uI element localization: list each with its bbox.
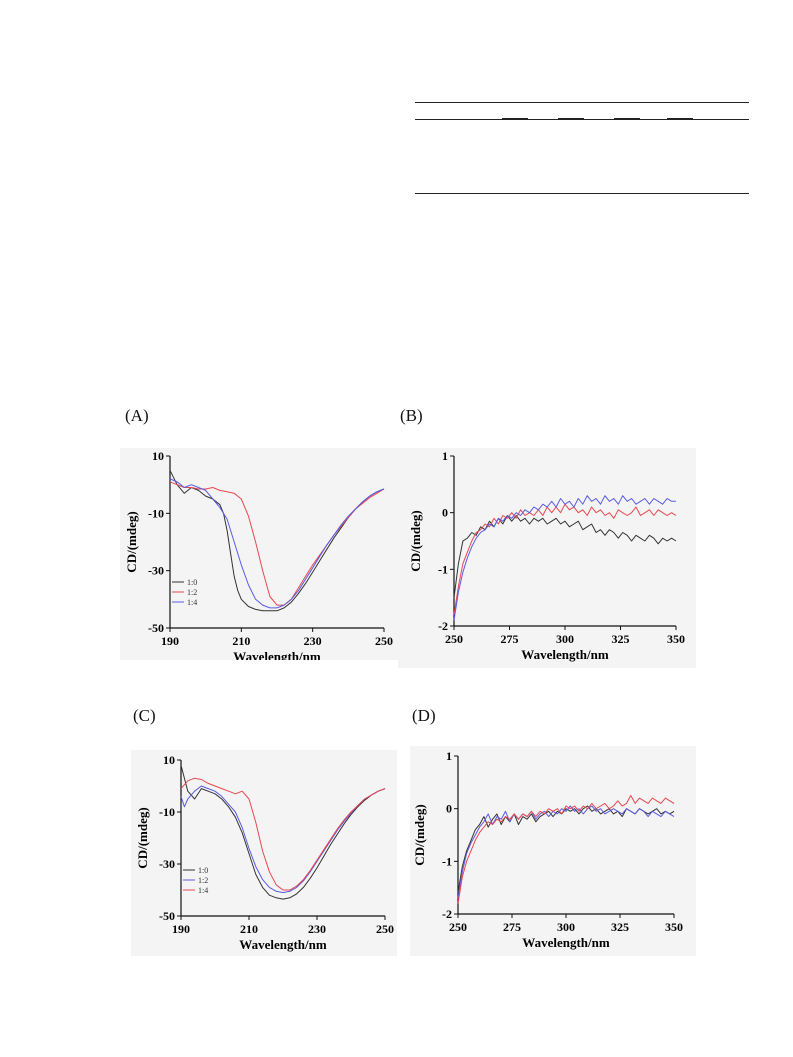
x-tick-label: 300 <box>556 632 574 646</box>
panel-label-a: (A) <box>125 406 149 425</box>
legend-entry: 1:2 <box>198 876 208 885</box>
y-axis-label: CD/(mdeg) <box>135 807 150 868</box>
y-tick-label: -50 <box>148 621 164 635</box>
x-tick-label: 190 <box>161 634 179 648</box>
chart-d: 250 275 300 325 350 1 0 -1 -2 Wavelength/nm CD/(md… <box>410 746 696 956</box>
series-line-1-2 <box>180 785 386 894</box>
x-tick-label: 325 <box>611 920 629 934</box>
x-tick-label: 350 <box>665 920 683 934</box>
y-tick-label: 1 <box>442 449 448 463</box>
y-axis-label: CD/(mdeg) <box>412 804 427 865</box>
legend-entry: 1:0 <box>187 578 197 587</box>
x-tick-label: 250 <box>445 632 463 646</box>
y-tick-label: -1 <box>442 854 452 868</box>
y-tick-label: -2 <box>438 619 448 633</box>
x-tick-label: 325 <box>612 632 630 646</box>
y-tick-label: -30 <box>159 857 175 871</box>
x-tick-label: 210 <box>240 922 258 936</box>
series-line-1-4 <box>169 478 385 609</box>
x-tick-label: 250 <box>376 922 394 936</box>
y-tick-label: 10 <box>163 753 175 767</box>
x-axis-label: Wavelength/nm <box>233 649 321 660</box>
table-column-rule-4 <box>667 118 693 119</box>
y-tick-label: 0 <box>446 802 452 816</box>
table-column-rule-3 <box>614 118 640 119</box>
y-tick-label: 10 <box>152 449 164 463</box>
series-line-1-0 <box>180 765 386 900</box>
y-tick-label: -10 <box>148 506 164 520</box>
table-header-rule <box>415 119 749 120</box>
y-axis-label: CD/(mdeg) <box>408 510 423 571</box>
series-line-1-2 <box>169 481 385 606</box>
x-axis-label: Wavelength/nm <box>239 937 327 952</box>
y-tick-label: -2 <box>442 907 452 921</box>
x-tick-label: 350 <box>667 632 685 646</box>
chart-a: 190 210 230 250 10 -10 -30 -50 Wavelength/nm CD/(… <box>120 448 398 660</box>
plot-background <box>131 750 397 956</box>
y-tick-label: -10 <box>159 805 175 819</box>
legend-entry: 1:4 <box>187 598 197 607</box>
x-tick-label: 230 <box>304 634 322 648</box>
plot-background <box>398 448 696 668</box>
series-line-1-4 <box>180 777 386 891</box>
x-tick-label: 250 <box>375 634 393 648</box>
y-axis-label: CD/(mdeg) <box>124 511 139 572</box>
x-tick-label: 275 <box>501 632 519 646</box>
table-column-rule-2 <box>558 118 584 119</box>
x-tick-label: 230 <box>308 922 326 936</box>
panel-label-b: (B) <box>400 406 423 425</box>
y-tick-label: -50 <box>159 909 175 923</box>
series-line-blue <box>457 805 675 899</box>
y-tick-label: -30 <box>148 564 164 578</box>
x-tick-label: 250 <box>449 920 467 934</box>
x-tick-label: 275 <box>503 920 521 934</box>
series-line-red <box>457 795 675 904</box>
x-tick-label: 190 <box>172 922 190 936</box>
y-tick-label: 1 <box>446 749 452 763</box>
x-tick-label: 210 <box>232 634 250 648</box>
panel-label-c: (C) <box>133 706 156 725</box>
table-top-rule <box>415 102 749 103</box>
legend-entry: 1:0 <box>198 866 208 875</box>
table-column-rule-1 <box>502 118 528 119</box>
series-line-blue <box>453 495 676 621</box>
x-axis-label: Wavelength/nm <box>522 935 610 950</box>
y-tick-label: -1 <box>438 562 448 576</box>
x-axis-label: Wavelength/nm <box>521 647 609 662</box>
legend-entry: 1:4 <box>198 886 208 895</box>
y-tick-label: 0 <box>442 506 448 520</box>
panel-label-d: (D) <box>412 706 436 725</box>
x-tick-label: 300 <box>557 920 575 934</box>
chart-b: 250 275 300 325 350 1 0 -1 -2 Wavelength/nm CD/(md… <box>398 448 696 668</box>
table-bottom-rule <box>415 193 749 194</box>
legend-entry: 1:2 <box>187 588 197 597</box>
chart-c: 190 210 230 250 10 -10 -30 -50 Wavelength/nm CD/(… <box>131 750 397 956</box>
